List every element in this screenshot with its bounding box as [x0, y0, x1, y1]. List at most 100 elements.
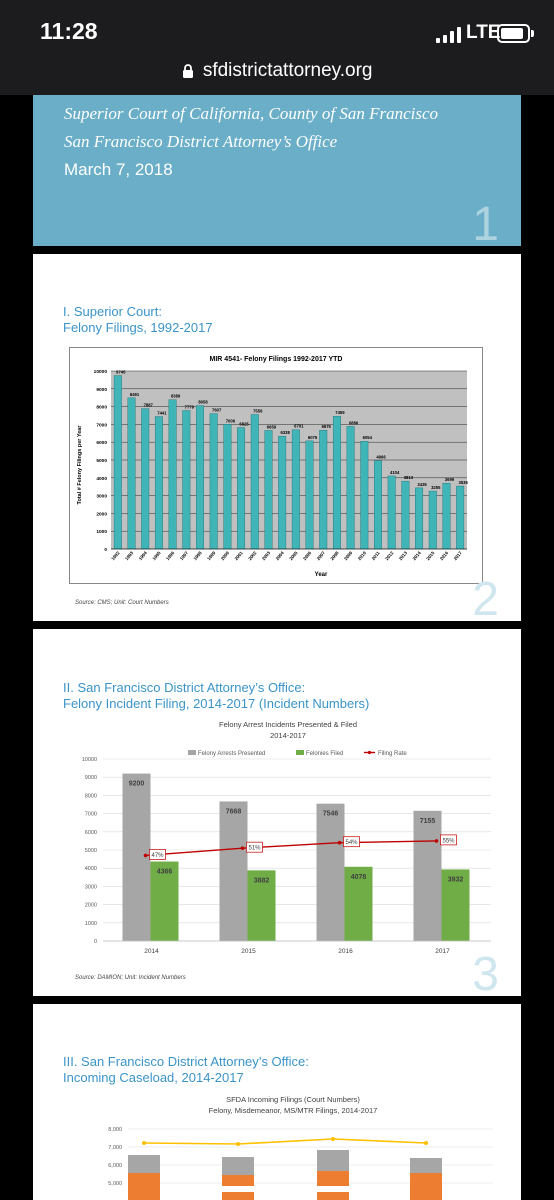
felony-incidents-chart: Felony Arrest Incidents Presented & File… — [82, 720, 491, 955]
x-tick-label: 2017 — [453, 550, 464, 561]
slide1-office-name: San Francisco District Attorney’s Office — [64, 132, 338, 151]
y-tick-label: 10000 — [94, 369, 108, 375]
data-label: 3536 — [458, 480, 468, 485]
data-label: 7546 — [323, 811, 339, 818]
data-label: 7155 — [420, 818, 436, 825]
address-bar[interactable]: sfdistrictattorney.org — [0, 60, 554, 90]
x-tick-label: 2006 — [302, 550, 313, 561]
y-tick-label: 8,000 — [108, 1127, 122, 1133]
y-tick-label: 6,000 — [108, 1163, 122, 1169]
rate-label: 47% — [151, 853, 164, 859]
bar — [182, 410, 191, 550]
y-tick-label: 7000 — [85, 812, 97, 818]
y-tick-label: 0 — [104, 547, 107, 553]
battery-tip — [531, 30, 534, 37]
slide2-title-line2: Felony Filings, 1992-2017 — [63, 320, 213, 335]
bar — [305, 440, 314, 550]
data-label: 3255 — [431, 485, 441, 490]
x-tick-label: 2002 — [247, 550, 258, 561]
data-label: 7006 — [226, 418, 236, 423]
bar — [127, 397, 136, 550]
legend-label: Felonies Filed — [306, 751, 343, 757]
bar — [387, 475, 396, 550]
bar-arrests-presented — [219, 801, 248, 941]
data-label: 3435 — [417, 482, 427, 487]
status-bar: 11:28 LTE sfdistrictattorney.org — [0, 0, 554, 95]
bar-arrests-presented — [316, 803, 345, 941]
bar — [237, 427, 246, 550]
chart1-title: MIR 4541- Felony Filings 1992-2017 YTD — [210, 356, 343, 363]
bar — [113, 375, 122, 550]
y-tick-label: 1000 — [96, 529, 107, 535]
x-tick-label: 2010 — [357, 550, 368, 561]
data-label: 7887 — [144, 403, 154, 408]
x-tick-label: 2012 — [384, 550, 395, 561]
rate-label-box — [343, 836, 360, 848]
chart2-title: Felony Arrest Incidents Presented & File… — [219, 720, 357, 729]
bar — [278, 435, 287, 550]
x-tick-label: 2003 — [261, 550, 272, 561]
x-tick-label: 2016 — [338, 948, 353, 955]
signal-strength-icon — [436, 27, 461, 43]
y-tick-label: 3000 — [85, 884, 97, 890]
total-point — [142, 1141, 146, 1145]
slide1-court-name: Superior Court of California, County of … — [64, 104, 439, 123]
slide-number: 2 — [472, 573, 499, 621]
legend-marker — [367, 750, 372, 755]
x-tick-label: 2016 — [439, 550, 450, 561]
y-tick-label: 9000 — [96, 387, 107, 393]
x-tick-label: 1995 — [151, 550, 162, 561]
filing-rate-point — [434, 839, 439, 843]
slide4-title-line2: Incoming Caseload, 2014-2017 — [63, 1070, 244, 1085]
data-label: 9745 — [116, 370, 126, 375]
rate-label-box — [246, 841, 263, 853]
data-label: 6338 — [280, 430, 290, 435]
bar — [264, 430, 273, 550]
slide-2: I. Superior Court: Felony Filings, 1992-… — [33, 254, 521, 621]
home-indicator[interactable] — [178, 1186, 376, 1192]
bar — [196, 405, 204, 550]
legend-label: Filing Rate — [378, 751, 407, 757]
y-tick-label: 1000 — [85, 921, 97, 927]
data-label: 8491 — [130, 392, 140, 397]
y-tick-label: 8000 — [85, 793, 97, 799]
slide2-title-line1: I. Superior Court: — [63, 304, 162, 319]
data-label: 7459 — [335, 410, 345, 415]
y-tick-label: 3000 — [96, 494, 107, 500]
bar — [332, 416, 341, 550]
data-label: 6054 — [363, 435, 373, 440]
data-label: 8058 — [198, 400, 208, 405]
legend-swatch — [296, 750, 304, 755]
slide4-title-line1: III. San Francisco District Attorney’s O… — [63, 1054, 309, 1069]
bar — [154, 416, 163, 550]
data-label: 4966 — [376, 455, 386, 460]
slide1-date: March 7, 2018 — [64, 160, 173, 179]
chart1-ylabel: Total # Felony Filings per Year — [77, 425, 83, 505]
data-label: 6659 — [267, 424, 277, 429]
slide-3: II. San Francisco District Attorney’s Of… — [33, 629, 521, 996]
data-label: 4366 — [157, 869, 173, 876]
chart3-title: SFDA Incoming Filings (Court Numbers) — [226, 1095, 360, 1104]
slide3-source: Source: DAMION; Unit: Incident Numbers — [75, 975, 186, 981]
slide-4: III. San Francisco District Attorney’s O… — [33, 1004, 521, 1200]
bar-segment — [410, 1173, 442, 1200]
x-tick-label: 2014 — [412, 550, 423, 561]
bar — [442, 482, 451, 550]
x-tick-label: 1994 — [138, 550, 149, 561]
y-tick-label: 4000 — [85, 866, 97, 872]
total-point — [424, 1141, 428, 1145]
data-label: 3882 — [254, 877, 270, 884]
bar-felonies-filed — [247, 870, 276, 941]
x-tick-label: 2015 — [425, 550, 436, 561]
data-label: 6075 — [308, 435, 318, 440]
bar — [250, 414, 259, 550]
x-tick-label: 1997 — [179, 550, 190, 561]
x-tick-label: 1996 — [165, 550, 176, 561]
data-label: 6886 — [349, 420, 359, 425]
rate-label: 54% — [345, 840, 358, 846]
data-label: 6675 — [322, 424, 332, 429]
data-label: 7607 — [212, 408, 222, 413]
bar — [401, 480, 410, 550]
filing-rate-line — [145, 840, 437, 857]
x-tick-label: 2009 — [343, 550, 354, 561]
